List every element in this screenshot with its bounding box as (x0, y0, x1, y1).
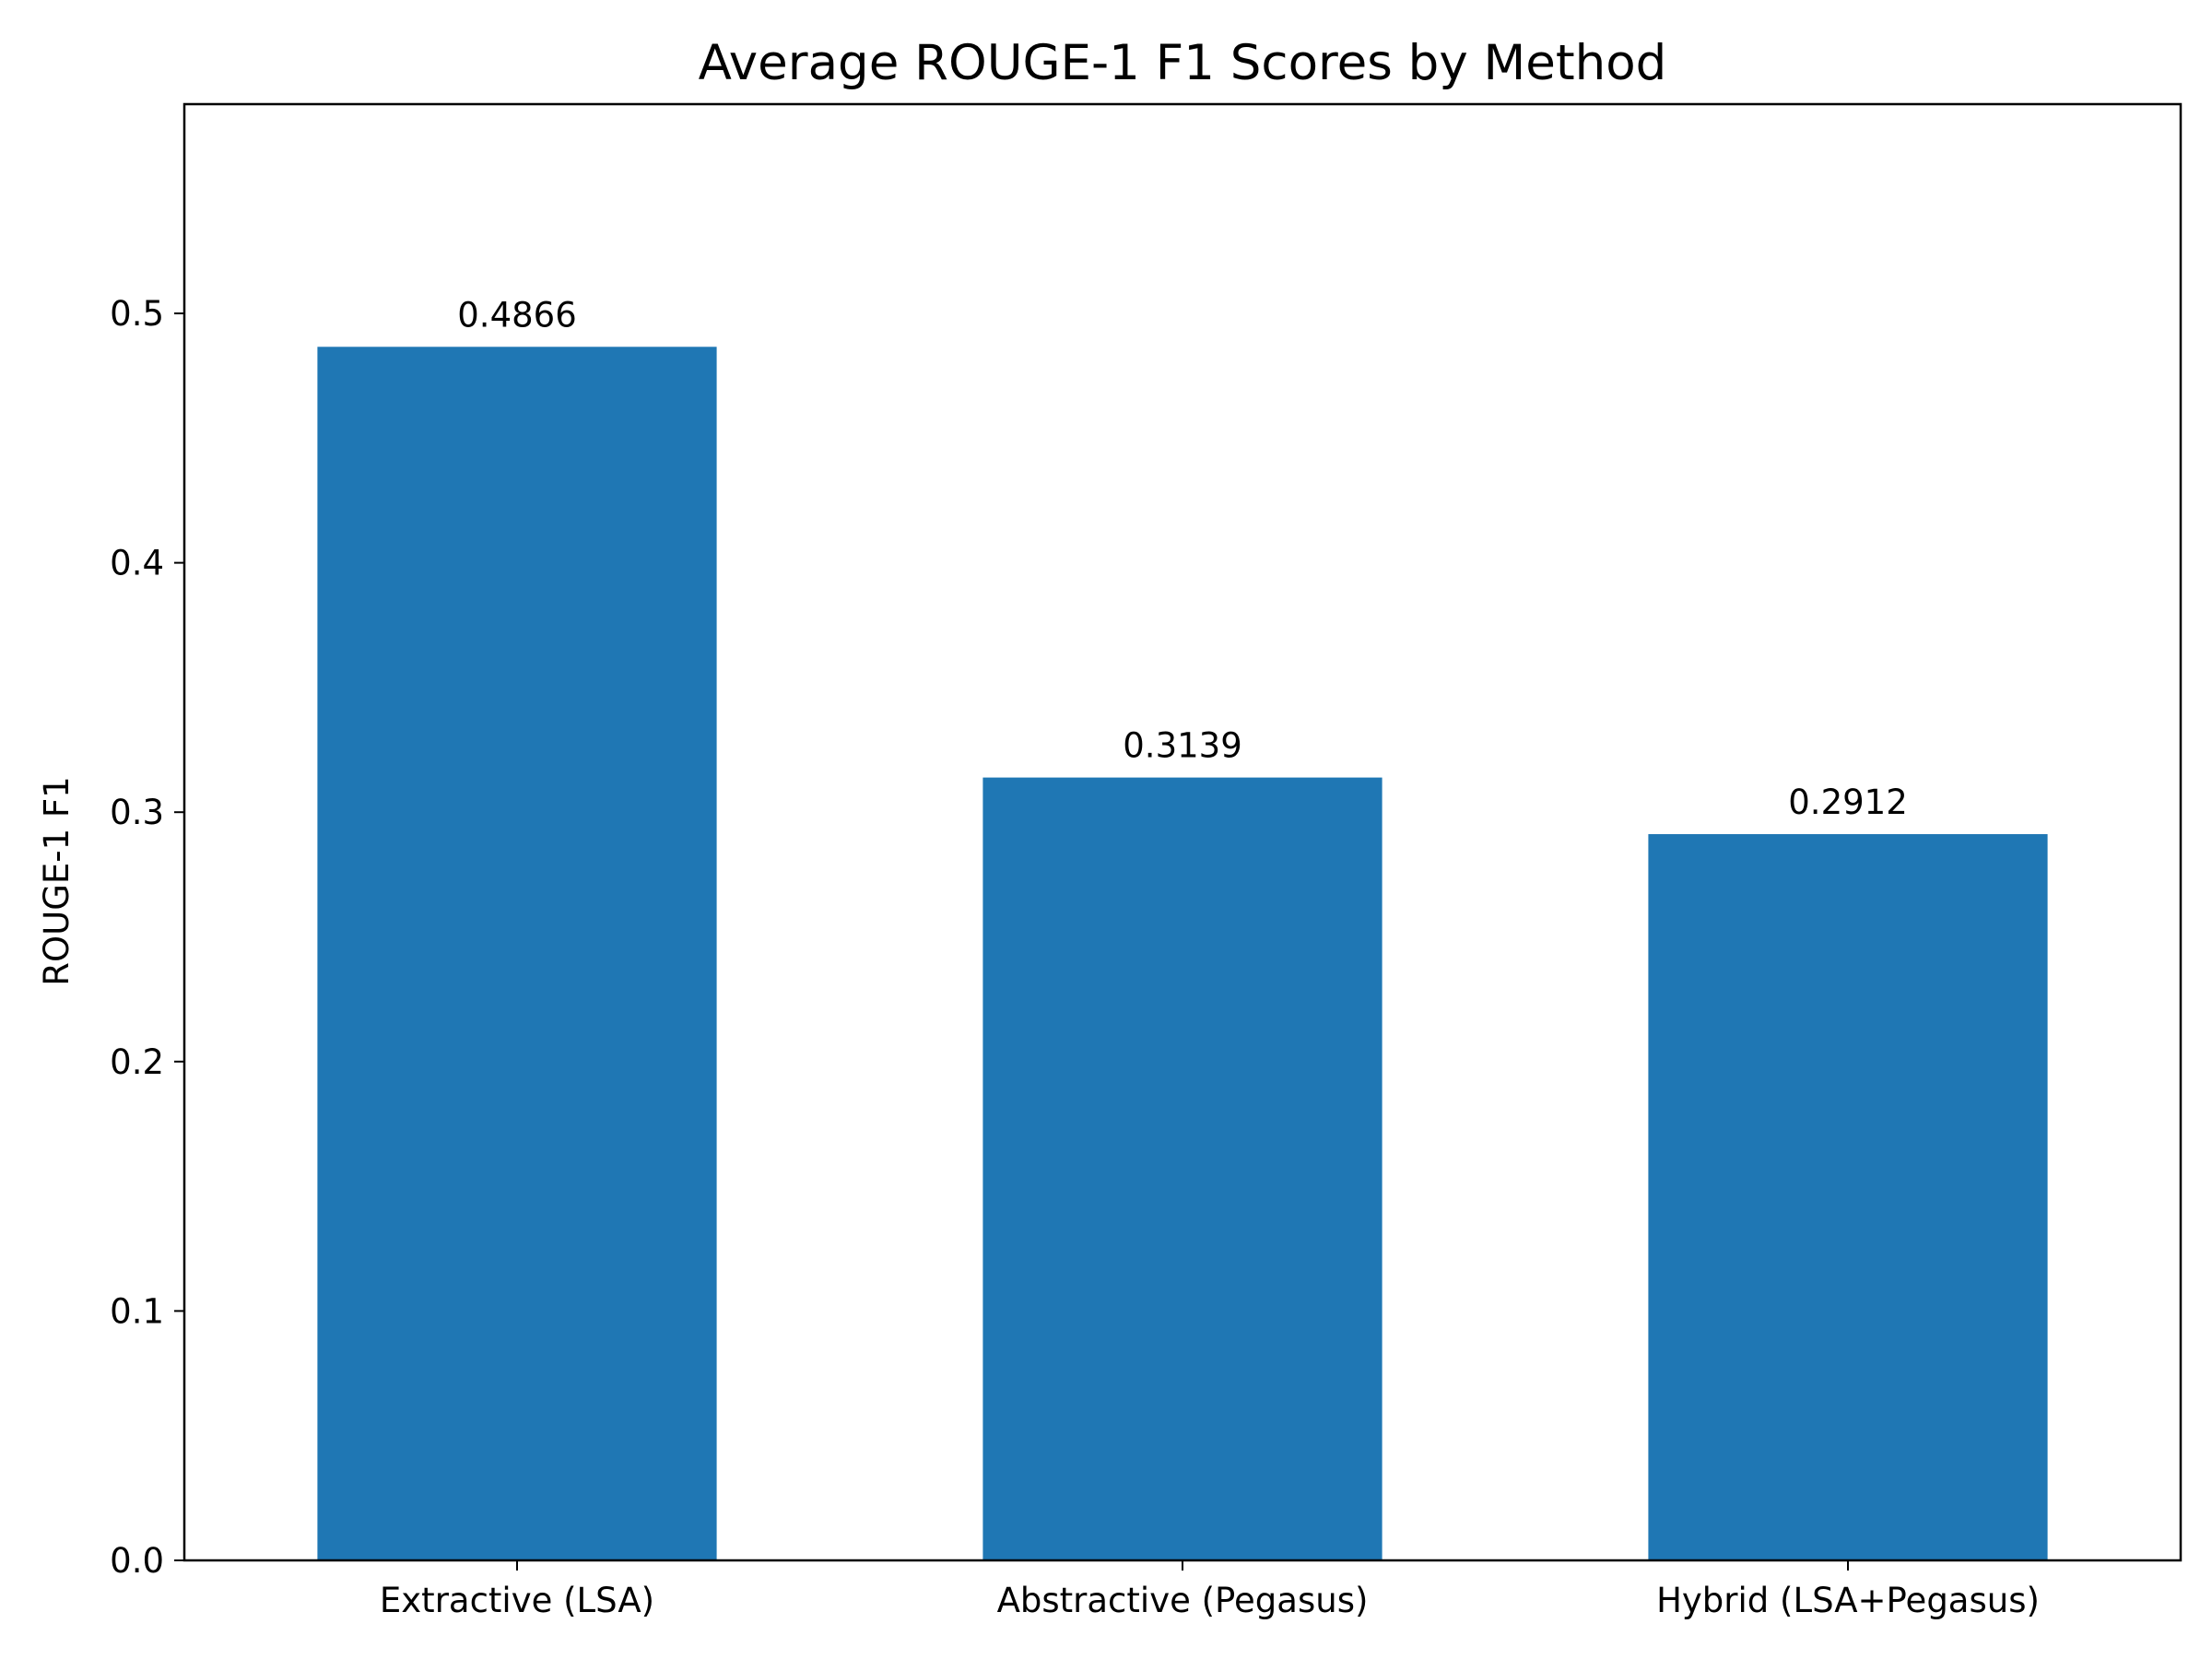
x-tick-label-1: Abstractive (Pegasus) (997, 1581, 1369, 1620)
bar-2 (1648, 834, 2048, 1560)
bar-value-label-1: 0.3139 (1123, 726, 1241, 766)
x-axis: Extractive (LSA) Abstractive (Pegasus) Hyb… (380, 1560, 2040, 1620)
y-tick-label-3: 0.3 (110, 793, 164, 832)
y-tick-label-4: 0.4 (110, 544, 164, 583)
bar-1 (982, 777, 1382, 1560)
y-tick-label-0: 0.0 (110, 1541, 164, 1581)
bar-0 (317, 347, 717, 1561)
y-tick-label-2: 0.2 (110, 1042, 164, 1082)
plot-frame (182, 102, 2183, 1562)
y-axis-label: ROUGE-1 F1 (37, 776, 76, 985)
bar-value-label-0: 0.4866 (457, 295, 576, 335)
x-tick-label-0: Extractive (LSA) (380, 1581, 654, 1620)
y-axis: 0.0 0.1 0.2 0.3 0.4 0.5 (110, 294, 184, 1581)
bar-value-label-2: 0.2912 (1788, 782, 1907, 822)
y-tick-label-1: 0.1 (110, 1291, 164, 1331)
chart-title: Average ROUGE-1 F1 Scores by Method (699, 35, 1667, 91)
y-tick-label-5: 0.5 (110, 294, 164, 334)
x-tick-label-2: Hybrid (LSA+Pegasus) (1656, 1581, 2040, 1620)
bars-layer: 0.4866 0.3139 0.2912 (317, 295, 2048, 1561)
